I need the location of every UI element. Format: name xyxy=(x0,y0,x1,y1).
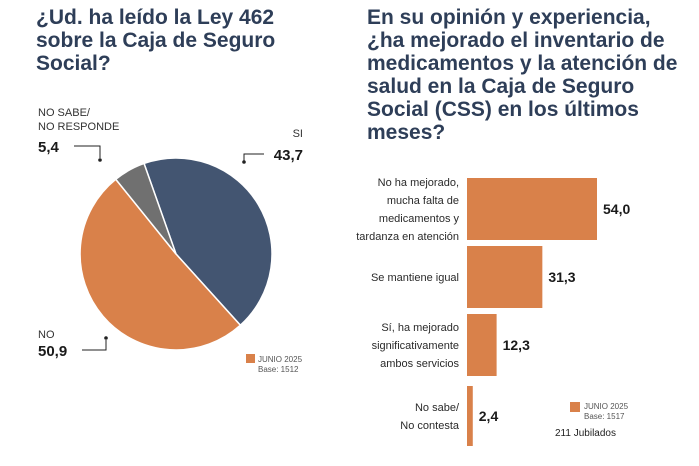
bar-category-label-3-line-2: significativamente xyxy=(372,340,459,352)
pie-label-no-sabe-line1: NO SABE/ xyxy=(38,107,91,119)
pie-leader-dot-no xyxy=(104,336,108,340)
bar-category-label-4-line-1: No sabe/ xyxy=(415,402,460,414)
bar-category-label-3-line-1: Sí, ha mejorado xyxy=(381,322,459,334)
bar-category-label-1-line-1: No ha mejorado, xyxy=(378,177,459,189)
bar-4 xyxy=(467,386,473,446)
bar-value-3: 12,3 xyxy=(503,337,530,353)
bar-value-2: 31,3 xyxy=(548,269,575,285)
bar-2 xyxy=(467,246,543,308)
pie-value-no-sabe: 5,4 xyxy=(38,139,60,156)
pie-legend-swatch xyxy=(246,354,255,363)
pie-leader-si xyxy=(243,153,264,162)
pie-leader-no xyxy=(82,340,107,351)
pie-label-no-sabe-line2: NO RESPONDE xyxy=(38,121,119,133)
bar-value-1: 54,0 xyxy=(603,201,630,217)
pie-label-no: NO xyxy=(38,329,55,341)
bar-category-label-4-line-2: No contesta xyxy=(400,420,460,432)
bar-legend-base: Base: 1517 xyxy=(584,412,625,421)
bar-category-label-1-line-4: tardanza en atención xyxy=(356,231,459,243)
bar-category-label-1-line-3: medicamentos y xyxy=(379,213,460,225)
bar-1 xyxy=(467,178,597,240)
pie-label-si: SI xyxy=(293,128,303,140)
bar-value-4: 2,4 xyxy=(479,408,499,424)
pie-slice-si xyxy=(143,157,273,327)
bar-chart-title: En su opinión y experiencia, ¿ha mejorad… xyxy=(367,6,678,144)
bar-legend-swatch xyxy=(570,402,580,412)
bar-legend-note: 211 Jubilados xyxy=(555,428,616,439)
bar-category-label-1-line-2: mucha falta de xyxy=(387,195,459,207)
bar-category-label-2-line-1: Se mantiene igual xyxy=(371,272,459,284)
pie-leader-dot-si xyxy=(242,160,246,164)
bar-3 xyxy=(467,314,497,376)
bar-category-label-3-line-3: ambos servicios xyxy=(380,358,459,370)
pie-chart-title: ¿Ud. ha leído la Ley 462 sobre la Caja d… xyxy=(36,6,276,75)
pie-slice-no-sabe xyxy=(114,162,177,255)
pie-value-si: 43,7 xyxy=(274,147,303,164)
pie-legend-label: JUNIO 2025 xyxy=(258,355,303,364)
pie-slice-no xyxy=(79,178,242,351)
pie-legend-base: Base: 1512 xyxy=(258,365,299,374)
pie-leader-no-sabe xyxy=(74,145,101,158)
bar-legend-label: JUNIO 2025 xyxy=(584,402,629,411)
pie-value-no: 50,9 xyxy=(38,343,67,360)
pie-leader-dot-no-sabe xyxy=(98,158,102,162)
